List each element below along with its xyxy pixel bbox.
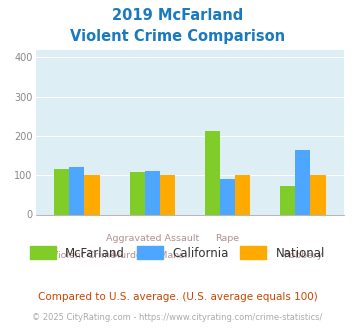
Bar [54, 169, 69, 214]
Text: 2019 McFarland: 2019 McFarland [112, 8, 243, 23]
Bar [280, 186, 295, 215]
Text: Murder & Mans...: Murder & Mans... [111, 250, 193, 260]
Text: Robbery: Robbery [283, 250, 323, 260]
Text: All Violent Crime: All Violent Crime [37, 250, 116, 260]
Bar [295, 150, 311, 214]
Text: Compared to U.S. average. (U.S. average equals 100): Compared to U.S. average. (U.S. average … [38, 292, 317, 302]
Bar [69, 167, 84, 214]
Text: Violent Crime Comparison: Violent Crime Comparison [70, 29, 285, 44]
Bar [311, 175, 326, 214]
Text: Aggravated Assault: Aggravated Assault [106, 234, 199, 243]
Bar [205, 131, 220, 214]
Bar [145, 171, 160, 214]
Bar [220, 179, 235, 214]
Legend: McFarland, California, National: McFarland, California, National [30, 247, 325, 260]
Bar [160, 175, 175, 214]
Bar [235, 175, 250, 214]
Bar [84, 175, 99, 214]
Text: © 2025 CityRating.com - https://www.cityrating.com/crime-statistics/: © 2025 CityRating.com - https://www.city… [32, 313, 323, 322]
Text: Rape: Rape [215, 234, 240, 243]
Bar [130, 172, 145, 214]
